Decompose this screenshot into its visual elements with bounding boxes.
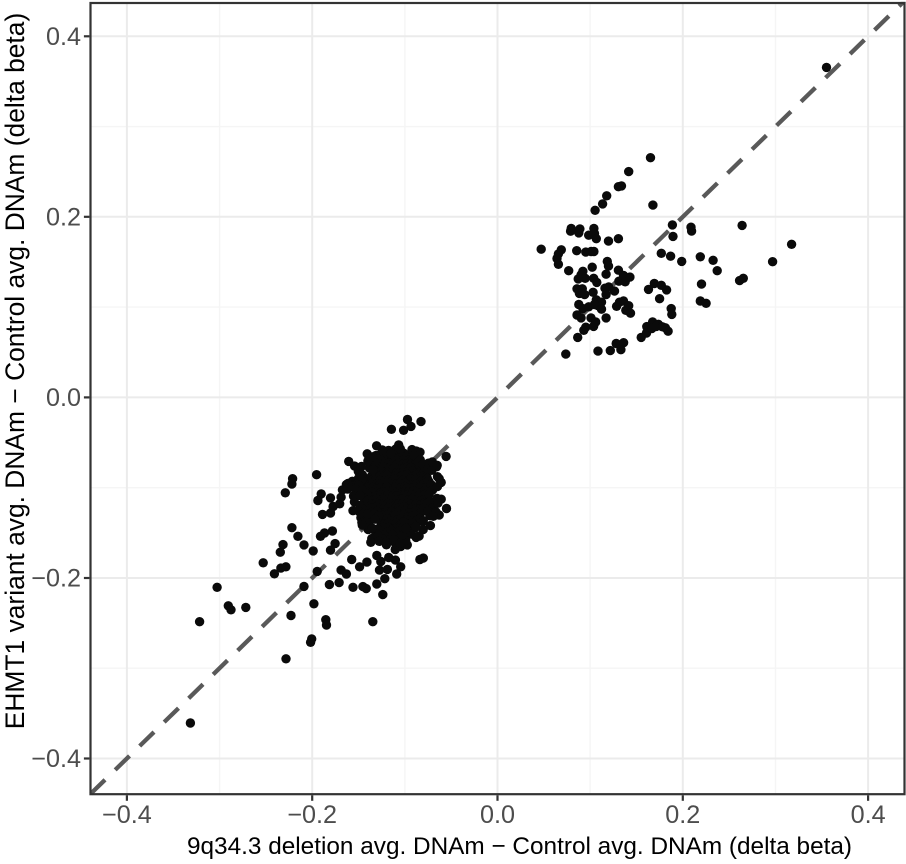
svg-text:−0.4: −0.4: [31, 745, 81, 773]
svg-text:−0.2: −0.2: [31, 565, 81, 593]
svg-text:EHMT1 variant avg. DNAm − Cont: EHMT1 variant avg. DNAm − Control avg. D…: [0, 13, 30, 729]
svg-text:0.2: 0.2: [46, 203, 81, 231]
svg-text:9q34.3 deletion avg. DNAm − Co: 9q34.3 deletion avg. DNAm − Control avg.…: [187, 833, 852, 859]
svg-text:−0.2: −0.2: [287, 801, 337, 829]
svg-text:0.0: 0.0: [480, 801, 515, 829]
svg-text:−0.4: −0.4: [102, 801, 152, 829]
svg-text:0.0: 0.0: [46, 384, 81, 412]
svg-text:0.4: 0.4: [851, 801, 886, 829]
svg-text:0.4: 0.4: [46, 23, 81, 51]
svg-text:0.2: 0.2: [665, 801, 700, 829]
